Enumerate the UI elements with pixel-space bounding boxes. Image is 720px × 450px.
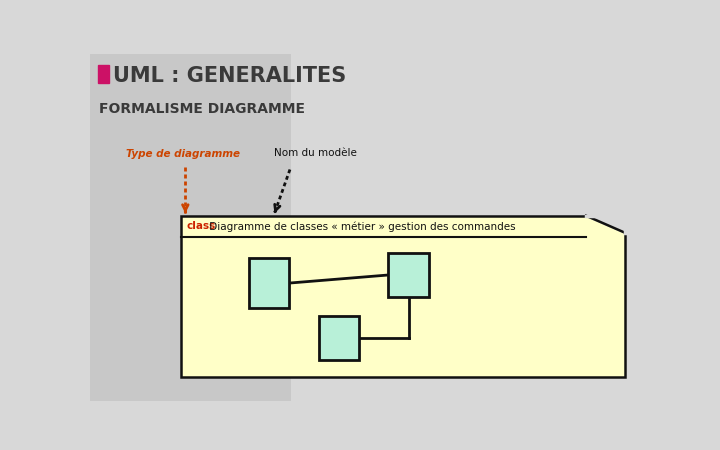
Text: UML : GENERALITES: UML : GENERALITES — [113, 66, 346, 86]
Bar — [181, 216, 625, 378]
Text: Type de diagramme: Type de diagramme — [127, 149, 240, 159]
Bar — [98, 65, 109, 83]
Text: Diagramme de classes « métier » gestion des commandes: Diagramme de classes « métier » gestion … — [206, 221, 516, 232]
Bar — [249, 258, 289, 308]
Bar — [319, 316, 359, 360]
Text: Nom du modèle: Nom du modèle — [274, 148, 356, 157]
Polygon shape — [586, 216, 625, 233]
Text: class: class — [186, 221, 215, 231]
Bar — [388, 252, 428, 297]
Text: FORMALISME DIAGRAMME: FORMALISME DIAGRAMME — [99, 103, 305, 117]
Bar — [90, 54, 291, 400]
